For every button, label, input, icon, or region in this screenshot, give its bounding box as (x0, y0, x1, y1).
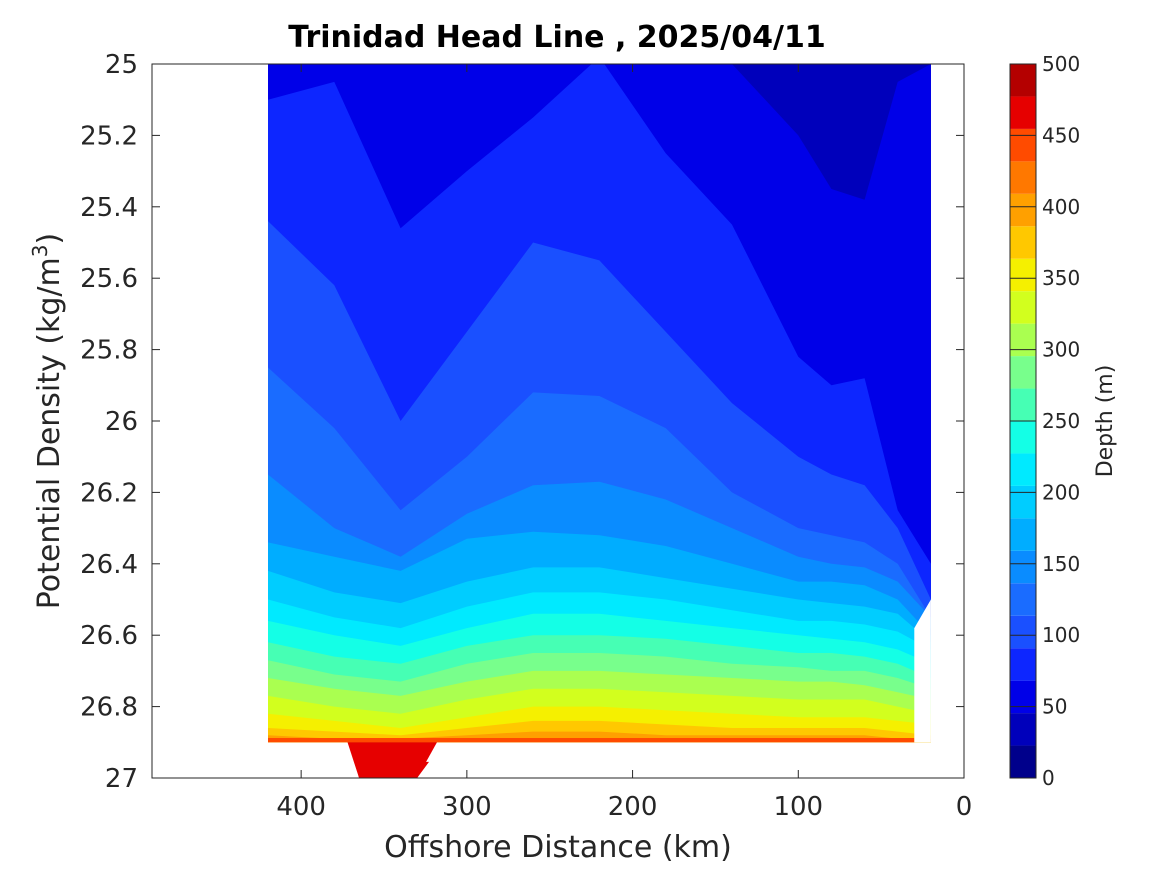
colorbar-tick-label-4: 200 (1042, 480, 1080, 504)
colorbar-segment-2 (1010, 680, 1036, 714)
colorbar-tick-label-6: 300 (1042, 338, 1080, 362)
colorbar-segment-4 (1010, 615, 1036, 649)
y-tick-label-3: 25.6 (80, 264, 138, 294)
colorbar-segment-14 (1010, 291, 1036, 324)
y-axis-label-close: ) (32, 233, 67, 245)
colorbar-segment-15 (1010, 258, 1036, 292)
colorbar-segment-19 (1010, 128, 1036, 162)
colorbar-ticks: 0 50 100 150 200 250 300 350 400 450 500 (1010, 52, 1080, 790)
x-tick-label-1: 300 (442, 792, 492, 822)
colorbar-segment-5 (1010, 583, 1036, 616)
y-axis-label: Potential Density (kg/m3) (28, 233, 67, 609)
colorbar-tick-label-7: 350 (1042, 266, 1080, 290)
colorbar-tick-label-3: 150 (1042, 552, 1080, 576)
colorbar-segment-1 (1010, 713, 1036, 746)
contour-bottom-band (268, 738, 915, 743)
x-tick-label-4: 0 (956, 792, 973, 822)
y-tick-label-6: 26.2 (80, 478, 138, 508)
chart-title: Trinidad Head Line , 2025/04/11 (288, 20, 825, 55)
colorbar-segment-0 (1010, 745, 1036, 778)
colorbar-tick-label-1: 50 (1042, 695, 1067, 719)
colorbar-segment-9 (1010, 453, 1036, 486)
y-tick-label-7: 26.4 (80, 550, 138, 580)
y-tick-label-1: 25.2 (80, 121, 138, 151)
colorbar (1010, 64, 1036, 778)
colorbar-tick-label-2: 100 (1042, 623, 1080, 647)
x-tick-label-2: 200 (608, 792, 658, 822)
colorbar-segment-17 (1010, 193, 1036, 227)
colorbar-segment-3 (1010, 648, 1036, 681)
x-axis: 400 300 200 100 0 (276, 64, 972, 822)
contour-fill-layer (268, 64, 931, 778)
x-tick-label-3: 100 (773, 792, 823, 822)
colorbar-tick-label-9: 450 (1042, 123, 1080, 147)
y-axis: 25 25.2 25.4 25.6 25.8 26 26.2 26.4 26.6 26.8 27 (80, 50, 964, 794)
trough-deep-region (355, 761, 429, 778)
y-tick-label-2: 25.4 (80, 193, 138, 223)
colorbar-segment-11 (1010, 388, 1036, 421)
colorbar-segment-7 (1010, 518, 1036, 551)
no-data-notch (914, 599, 931, 743)
x-axis-label: Offshore Distance (km) (384, 830, 732, 865)
y-tick-label-10: 27 (105, 764, 138, 794)
y-axis-label-main: Potential Density (kg/m (32, 257, 67, 609)
colorbar-label: Depth (m) (1093, 365, 1118, 478)
y-tick-label-4: 25.8 (80, 336, 138, 366)
y-tick-label-8: 26.6 (80, 621, 138, 651)
colorbar-segment-13 (1010, 323, 1036, 357)
colorbar-segment-6 (1010, 550, 1036, 584)
colorbar-tick-label-8: 400 (1042, 195, 1080, 219)
colorbar-frame (1009, 63, 1037, 779)
colorbar-segment-16 (1010, 226, 1036, 259)
colorbar-tick-label-0: 0 (1042, 766, 1055, 790)
y-axis-label-superscript: 3 (28, 244, 52, 257)
colorbar-segment-10 (1010, 421, 1036, 454)
y-tick-label-5: 26 (105, 407, 138, 437)
colorbar-segment-18 (1010, 161, 1036, 194)
colorbar-segment-20 (1010, 96, 1036, 129)
colorbar-segment-8 (1010, 485, 1036, 519)
colorbar-tick-label-5: 250 (1042, 409, 1080, 433)
y-tick-label-9: 26.8 (80, 693, 138, 723)
colorbar-segment-21 (1010, 64, 1036, 97)
colorbar-tick-label-10: 500 (1042, 52, 1080, 76)
x-tick-label-0: 400 (276, 792, 326, 822)
y-tick-label-0: 25 (105, 50, 138, 80)
colorbar-segment-12 (1010, 356, 1036, 389)
